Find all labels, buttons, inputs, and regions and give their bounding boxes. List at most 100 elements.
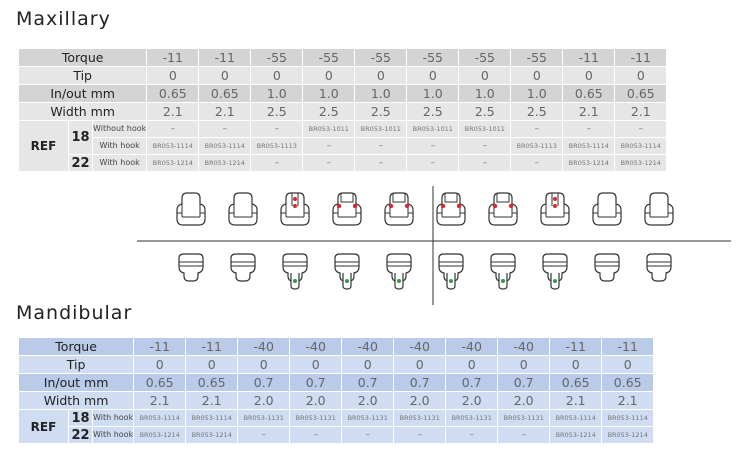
maxillary-title: Maxillary [16,8,111,30]
value-cell: 0 [562,66,616,85]
width-row: Width mm 2.1 2.1 2.5 2.5 2.5 2.5 2.5 2.5 2.1 2.1 [17,102,668,121]
value-cell: 2.1 [614,102,668,121]
value-cell: 2.5 [354,102,408,121]
width-row: Width mm 2.1 2.1 2.0 2.0 2.0 2.0 2.0 2.0 2.1 2.1 [17,391,655,410]
upper-bracket-icon [332,192,362,226]
torque-row-label: Torque [17,48,148,67]
value-cell: 0.65 [185,373,239,392]
ref-code-cell: BR053-1214 [185,426,239,444]
value-cell: 0 [549,355,603,374]
hook-label: With hook [91,409,135,427]
ref-code-cell: BR053-1113 [250,137,304,155]
value-cell: 2.1 [133,391,187,410]
width-row-label: Width mm [17,102,148,121]
value-cell: 2.1 [562,102,616,121]
ref-code-cell: BR053-1131 [445,409,499,427]
ref-code-cell: – [354,154,408,172]
torque-row: Torque -11 -11 -40 -40 -40 -40 -40 -40 -11 -11 [17,337,655,356]
ref-code-cell: BR053-1114 [146,137,200,155]
ref-row: REF 18 With hook BR053-1114 BR053-1114 BR053-… [18,409,655,444]
ref-row: 22 With hook BR053-1214 BR053-1214– – – – – – BR0… [19,426,655,444]
value-cell: 0 [341,355,395,374]
value-cell: 0.7 [341,373,395,392]
value-cell: -55 [354,48,408,67]
value-cell: -55 [406,48,460,67]
ref-code-cell: BR053-1214 [614,154,668,172]
ref-code-cell: – [393,426,447,444]
ref-code-cell: BR053-1214 [562,154,616,172]
upper-bracket-icon [228,192,258,226]
ref-code-cell: – [510,154,564,172]
ref-code-cell: BR053-1114 [185,409,239,427]
ref-code-cell: – [341,426,395,444]
value-cell: -40 [289,337,343,356]
value-cell: -11 [185,337,239,356]
value-cell: 0 [601,355,655,374]
value-cell: -11 [133,337,187,356]
value-cell: -40 [497,337,551,356]
value-cell: -11 [146,48,200,67]
value-cell: 0.65 [549,373,603,392]
ref-code-cell: – [510,120,564,138]
lower-bracket-icon [646,253,672,282]
ref-code-cell: BR053-1131 [341,409,395,427]
upper-bracket-icon [592,192,622,226]
width-row-label: Width mm [17,391,135,410]
value-cell: -55 [302,48,356,67]
value-cell: 1.0 [250,84,304,103]
value-cell: 0.65 [562,84,616,103]
value-cell: 0.7 [289,373,343,392]
value-cell: 0.7 [445,373,499,392]
value-cell: 2.0 [497,391,551,410]
value-cell: 0.65 [601,373,655,392]
size-label: 18 [68,409,93,427]
ref-code-cell: – [250,120,304,138]
ref-label: REF [18,120,69,172]
upper-bracket-icon [540,192,570,226]
ref-code-cell: BR053-1011 [406,120,460,138]
value-cell: 0 [185,355,239,374]
value-cell: 2.0 [341,391,395,410]
value-cell: 2.5 [406,102,460,121]
value-cell: 1.0 [302,84,356,103]
tip-row-label: Tip [17,355,135,374]
ref-code-cell: BR053-1114 [601,409,655,427]
size-label: 22 [68,426,93,444]
lower-bracket-icon [230,253,256,282]
inout-row-label: In/out mm [17,373,135,392]
value-cell: 0.7 [393,373,447,392]
ref-code-cell: BR053-1131 [237,409,291,427]
value-cell: 2.1 [146,102,200,121]
upper-bracket-icon [176,192,206,226]
value-cell: 2.0 [393,391,447,410]
ref-code-cell: BR053-1114 [133,409,187,427]
value-cell: 0 [497,355,551,374]
tip-row: Tip 0 0 0 0 0 0 0 0 0 0 [17,355,655,374]
ref-code-cell: – [445,426,499,444]
inout-row: In/out mm 0.65 0.65 1.0 1.0 1.0 1.0 1.0 1.0 0.65 0… [17,84,668,103]
value-cell: 1.0 [458,84,512,103]
lower-bracket-icon [334,253,360,290]
value-cell: 2.5 [302,102,356,121]
value-cell: -40 [393,337,447,356]
ref-code-cell: – [354,137,408,155]
lower-bracket-icon [386,253,412,290]
value-cell: 0 [198,66,252,85]
value-cell: -11 [549,337,603,356]
value-cell: 0.65 [198,84,252,103]
ref-code-cell: BR053-1114 [614,137,668,155]
value-cell: 0 [393,355,447,374]
ref-code-cell: BR053-1131 [497,409,551,427]
upper-bracket-icon [644,192,674,226]
ref-code-cell: BR053-1114 [549,409,603,427]
value-cell: 2.1 [185,391,239,410]
upper-bracket-icon [436,192,466,226]
value-cell: 2.1 [198,102,252,121]
ref-code-cell: – [497,426,551,444]
inout-row: In/out mm 0.65 0.65 0.7 0.7 0.7 0.7 0.7 0.7 0.65 0… [17,373,655,392]
value-cell: 0 [133,355,187,374]
value-cell: -55 [510,48,564,67]
value-cell: 0.65 [614,84,668,103]
value-cell: 0.7 [237,373,291,392]
